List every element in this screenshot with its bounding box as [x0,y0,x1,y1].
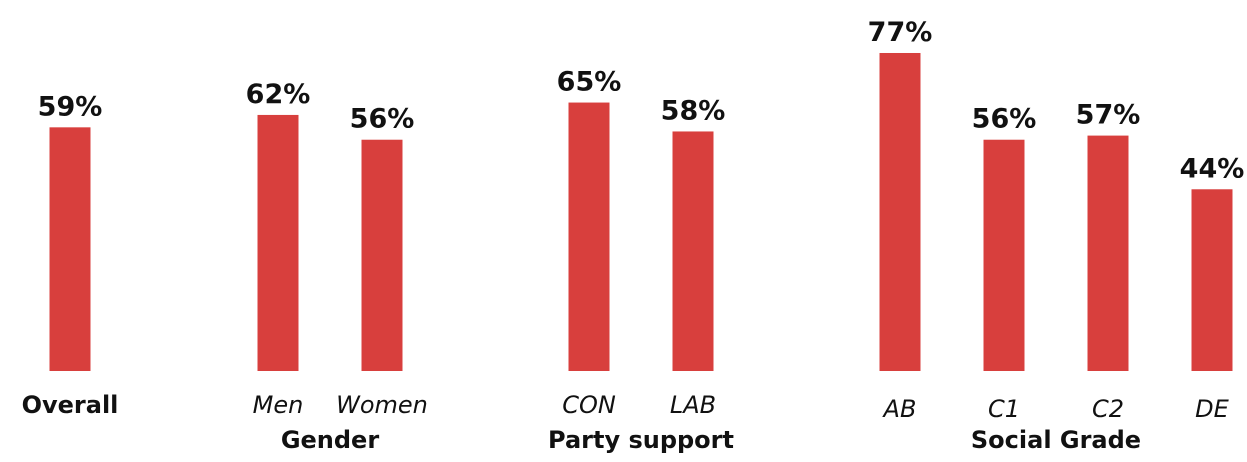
data-label-lab: 58% [661,95,726,126]
data-label-c1: 56% [972,104,1037,135]
bar-de [1191,189,1233,371]
category-label-women: Women [336,391,428,419]
data-label-de: 44% [1180,153,1245,184]
bar-men [257,114,299,371]
group-label-gender: Gender [281,426,380,454]
bar-c1 [983,139,1025,371]
data-label-men: 62% [246,79,311,110]
bar-overall [49,127,91,371]
bar-ab [879,52,921,372]
category-label-de: DE [1195,395,1229,423]
group-label-party-support: Party support [548,426,734,454]
data-label-c2: 57% [1076,100,1141,131]
category-label-c2: C2 [1092,395,1124,423]
data-label-women: 56% [350,104,415,135]
data-label-ab: 77% [868,17,933,48]
bar-women [361,139,403,371]
category-label-ab: AB [882,395,917,423]
category-label-con: CON [562,391,616,419]
data-label-overall: 59% [38,91,103,122]
category-label-men: Men [253,391,304,419]
bar-con [568,102,610,372]
group-label-social-grade: Social Grade [971,426,1141,454]
data-label-con: 65% [557,67,622,98]
category-label-c1: C1 [988,395,1020,423]
category-label-overall: Overall [22,391,119,419]
category-label-lab: LAB [670,391,716,419]
bar-lab [672,131,714,371]
bar-c2 [1087,135,1129,371]
